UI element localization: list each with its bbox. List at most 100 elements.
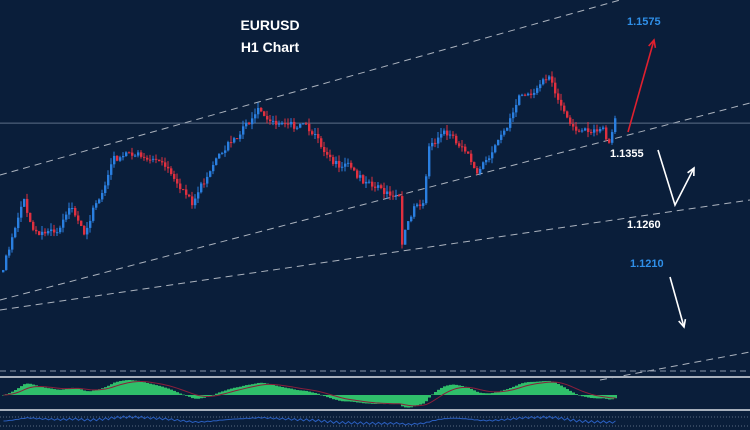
candle-body (491, 152, 494, 159)
histogram-bar (29, 383, 32, 395)
histogram-bar (299, 390, 302, 395)
candle-body (143, 156, 146, 158)
candle-body (359, 175, 362, 178)
histogram-bar (326, 395, 329, 398)
candle-body (344, 163, 347, 167)
histogram-bar (314, 393, 317, 395)
histogram-bar (338, 395, 341, 401)
chart-subtitle: H1 Chart (240, 39, 300, 55)
histogram-bar (161, 386, 164, 395)
histogram-bar (176, 392, 179, 395)
histogram-bar (410, 395, 413, 408)
candle-body (581, 130, 584, 132)
histogram-bar (296, 390, 299, 395)
histogram-bar (614, 395, 617, 399)
candle-body (536, 88, 539, 93)
histogram-bar (284, 387, 287, 395)
histogram-bar (425, 395, 428, 402)
candle-body (302, 123, 305, 125)
histogram-bar (401, 395, 404, 407)
histogram-bar (434, 392, 437, 395)
candle-body (239, 134, 242, 139)
histogram-bar (470, 388, 473, 395)
histogram-bar (254, 383, 257, 395)
candle-body (149, 159, 152, 161)
histogram-bar (308, 391, 311, 395)
candle-body (47, 231, 50, 234)
histogram-bar (497, 391, 500, 395)
candle-body (572, 123, 575, 127)
histogram-bar (155, 385, 158, 395)
histogram-bar (539, 381, 542, 395)
candle-body (164, 162, 167, 167)
candle-body (116, 155, 119, 161)
histogram-bar (536, 381, 539, 395)
candle-body (446, 130, 449, 136)
histogram-bar (263, 383, 266, 395)
candle-body (584, 128, 587, 131)
histogram-bar (56, 389, 59, 395)
histogram-bar (590, 395, 593, 399)
candle-body (5, 255, 8, 270)
candle-body (272, 120, 275, 122)
candle-body (434, 142, 437, 144)
candle-body (170, 168, 173, 174)
candle-body (236, 138, 239, 140)
candle-body (575, 126, 578, 131)
candle-body (167, 166, 170, 169)
candle-body (74, 207, 77, 216)
candle-body (173, 173, 176, 179)
histogram-bar (593, 395, 596, 399)
histogram-bar (353, 395, 356, 402)
candle-body (392, 195, 395, 197)
histogram-bar (503, 389, 506, 395)
candle-body (161, 161, 164, 163)
candle-body (593, 129, 596, 133)
candle-body (530, 93, 533, 95)
histogram-bar (485, 393, 488, 395)
candle-body (467, 151, 470, 154)
histogram-bar (449, 384, 452, 395)
histogram-bar (26, 383, 29, 395)
histogram-bar (191, 395, 194, 399)
candle-body (293, 121, 296, 129)
histogram-bar (332, 395, 335, 400)
candle-body (413, 206, 416, 217)
candle-body (416, 204, 419, 207)
candle-body (533, 92, 536, 95)
histogram-bar (320, 394, 323, 396)
candle-body (503, 130, 506, 135)
candle-body (275, 120, 278, 125)
up-arrow (627, 39, 655, 133)
candle-body (152, 158, 155, 160)
candle-body (26, 198, 29, 213)
candle-body (461, 146, 464, 148)
histogram-bar (215, 393, 218, 395)
candle-body (308, 123, 311, 132)
support-label-1260: 1.1260 (627, 219, 661, 231)
histogram-bar (389, 395, 392, 405)
candle-body (89, 220, 92, 228)
histogram-bar (581, 395, 584, 397)
histogram-bar (569, 390, 572, 395)
candle-body (80, 220, 83, 226)
histogram-bar (119, 381, 122, 395)
histogram-bar (482, 393, 485, 395)
histogram-bar (542, 381, 545, 395)
candle-body (377, 185, 380, 188)
histogram-bar (71, 387, 74, 395)
histogram-bar (95, 389, 98, 395)
histogram-bar (476, 391, 479, 395)
histogram-bar (245, 385, 248, 395)
target-label-1575: 1.1575 (627, 16, 661, 28)
candle-body (401, 196, 404, 245)
candle-body (38, 231, 41, 235)
histogram-bar (218, 392, 221, 395)
candle-body (125, 152, 128, 157)
histogram-bar (242, 385, 245, 395)
histogram-bar (92, 390, 95, 395)
histogram-bar (194, 395, 197, 399)
candle-body (389, 191, 392, 196)
